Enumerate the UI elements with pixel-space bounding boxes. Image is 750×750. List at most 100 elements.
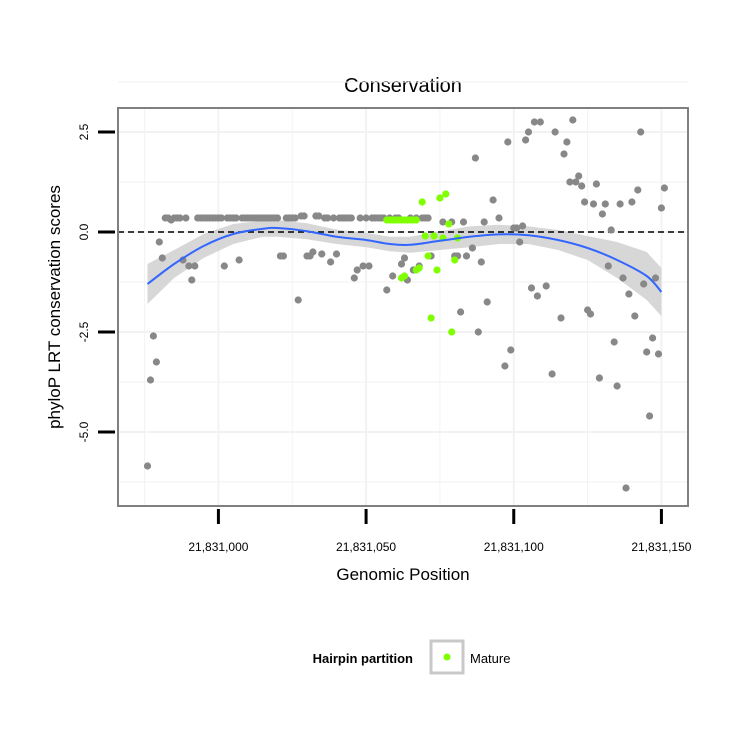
data-point: [560, 150, 568, 158]
data-point-mature: [433, 266, 441, 274]
data-point: [300, 212, 308, 220]
data-point: [294, 296, 302, 304]
data-point: [279, 252, 287, 260]
data-point: [459, 218, 468, 226]
data-point: [397, 260, 406, 268]
x-tick-label: 21,831,100: [484, 540, 544, 554]
data-point: [631, 312, 639, 320]
data-point: [232, 214, 240, 222]
data-point: [315, 212, 323, 220]
data-point: [468, 244, 476, 252]
data-point: [501, 362, 509, 370]
data-point-mature: [412, 216, 420, 224]
data-point-mature: [436, 194, 444, 202]
y-tick-label: -2.5: [77, 321, 91, 342]
data-point: [548, 370, 556, 378]
data-point: [598, 210, 607, 218]
data-point: [646, 412, 654, 420]
data-point: [542, 282, 550, 290]
chart-title: Conservation: [344, 75, 462, 97]
data-point: [359, 262, 367, 270]
data-point: [146, 376, 155, 384]
data-point: [327, 258, 335, 266]
data-point: [616, 200, 624, 208]
y-tick-label: 2.5: [77, 123, 91, 140]
data-point: [457, 308, 465, 316]
data-point: [462, 252, 471, 260]
data-point: [350, 274, 358, 282]
data-point-mature: [421, 232, 429, 240]
data-point: [217, 214, 225, 222]
data-point-mature: [448, 328, 456, 336]
data-point: [474, 328, 482, 336]
data-point: [622, 484, 630, 492]
x-tick-label: 21,831,150: [631, 540, 691, 554]
data-point: [330, 214, 338, 222]
data-point: [424, 214, 432, 222]
data-point: [516, 238, 524, 246]
data-point: [362, 214, 370, 222]
data-point: [155, 238, 163, 246]
legend: Hairpin partition Mature: [313, 639, 510, 675]
y-axis: 2.5 0.0 -2.5 -5.0: [77, 123, 115, 442]
data-point: [634, 186, 642, 194]
data-point: [578, 182, 586, 190]
data-point: [536, 118, 544, 126]
data-point: [589, 200, 598, 208]
data-point: [527, 284, 536, 292]
data-point-mature: [442, 190, 450, 198]
data-point-mature: [427, 314, 435, 322]
smooth-line-layer: [146, 226, 663, 293]
data-point: [152, 358, 160, 366]
data-point: [575, 172, 583, 180]
data-point: [365, 262, 373, 270]
data-point: [191, 262, 199, 270]
data-point: [607, 226, 615, 234]
plot-panel: [118, 108, 688, 506]
data-point: [439, 218, 447, 226]
data-point-mature: [424, 252, 432, 260]
legend-title: Hairpin partition: [313, 651, 413, 666]
data-point: [551, 128, 559, 136]
data-point: [143, 462, 152, 470]
data-point: [572, 178, 580, 186]
data-point: [188, 276, 196, 284]
x-tick-label: 21,831,000: [188, 540, 248, 554]
x-axis: 21,831,000 21,831,050 21,831,100 21,831,150: [188, 509, 692, 554]
data-point: [347, 214, 355, 222]
data-point: [581, 198, 589, 206]
data-point: [610, 338, 618, 346]
data-point: [273, 214, 282, 222]
y-tick-label: -5.0: [77, 421, 91, 442]
data-points-layer: [143, 116, 669, 492]
data-point: [563, 138, 571, 146]
data-point: [586, 310, 595, 318]
data-point: [651, 274, 660, 282]
data-point: [471, 154, 479, 162]
x-tick-label: 21,831,050: [336, 540, 396, 554]
data-point: [383, 286, 391, 294]
y-tick-label: 0.0: [77, 223, 91, 240]
data-point: [530, 118, 539, 126]
data-point: [389, 272, 397, 280]
data-point: [483, 298, 491, 306]
data-point: [637, 128, 645, 136]
data-point: [619, 274, 627, 282]
data-point: [613, 382, 621, 390]
data-point: [625, 290, 633, 298]
data-point: [149, 332, 157, 340]
data-point: [309, 248, 317, 256]
data-point: [604, 262, 612, 270]
data-point: [477, 258, 485, 266]
legend-label-mature: Mature: [470, 651, 510, 666]
legend-swatch-mature: [443, 653, 451, 661]
data-point: [654, 350, 663, 358]
data-point-mature: [418, 198, 426, 206]
data-point: [353, 266, 361, 274]
data-point: [504, 138, 512, 146]
data-point-mature: [451, 256, 459, 264]
data-point: [318, 250, 326, 258]
data-point: [601, 200, 609, 208]
data-point: [324, 214, 332, 222]
